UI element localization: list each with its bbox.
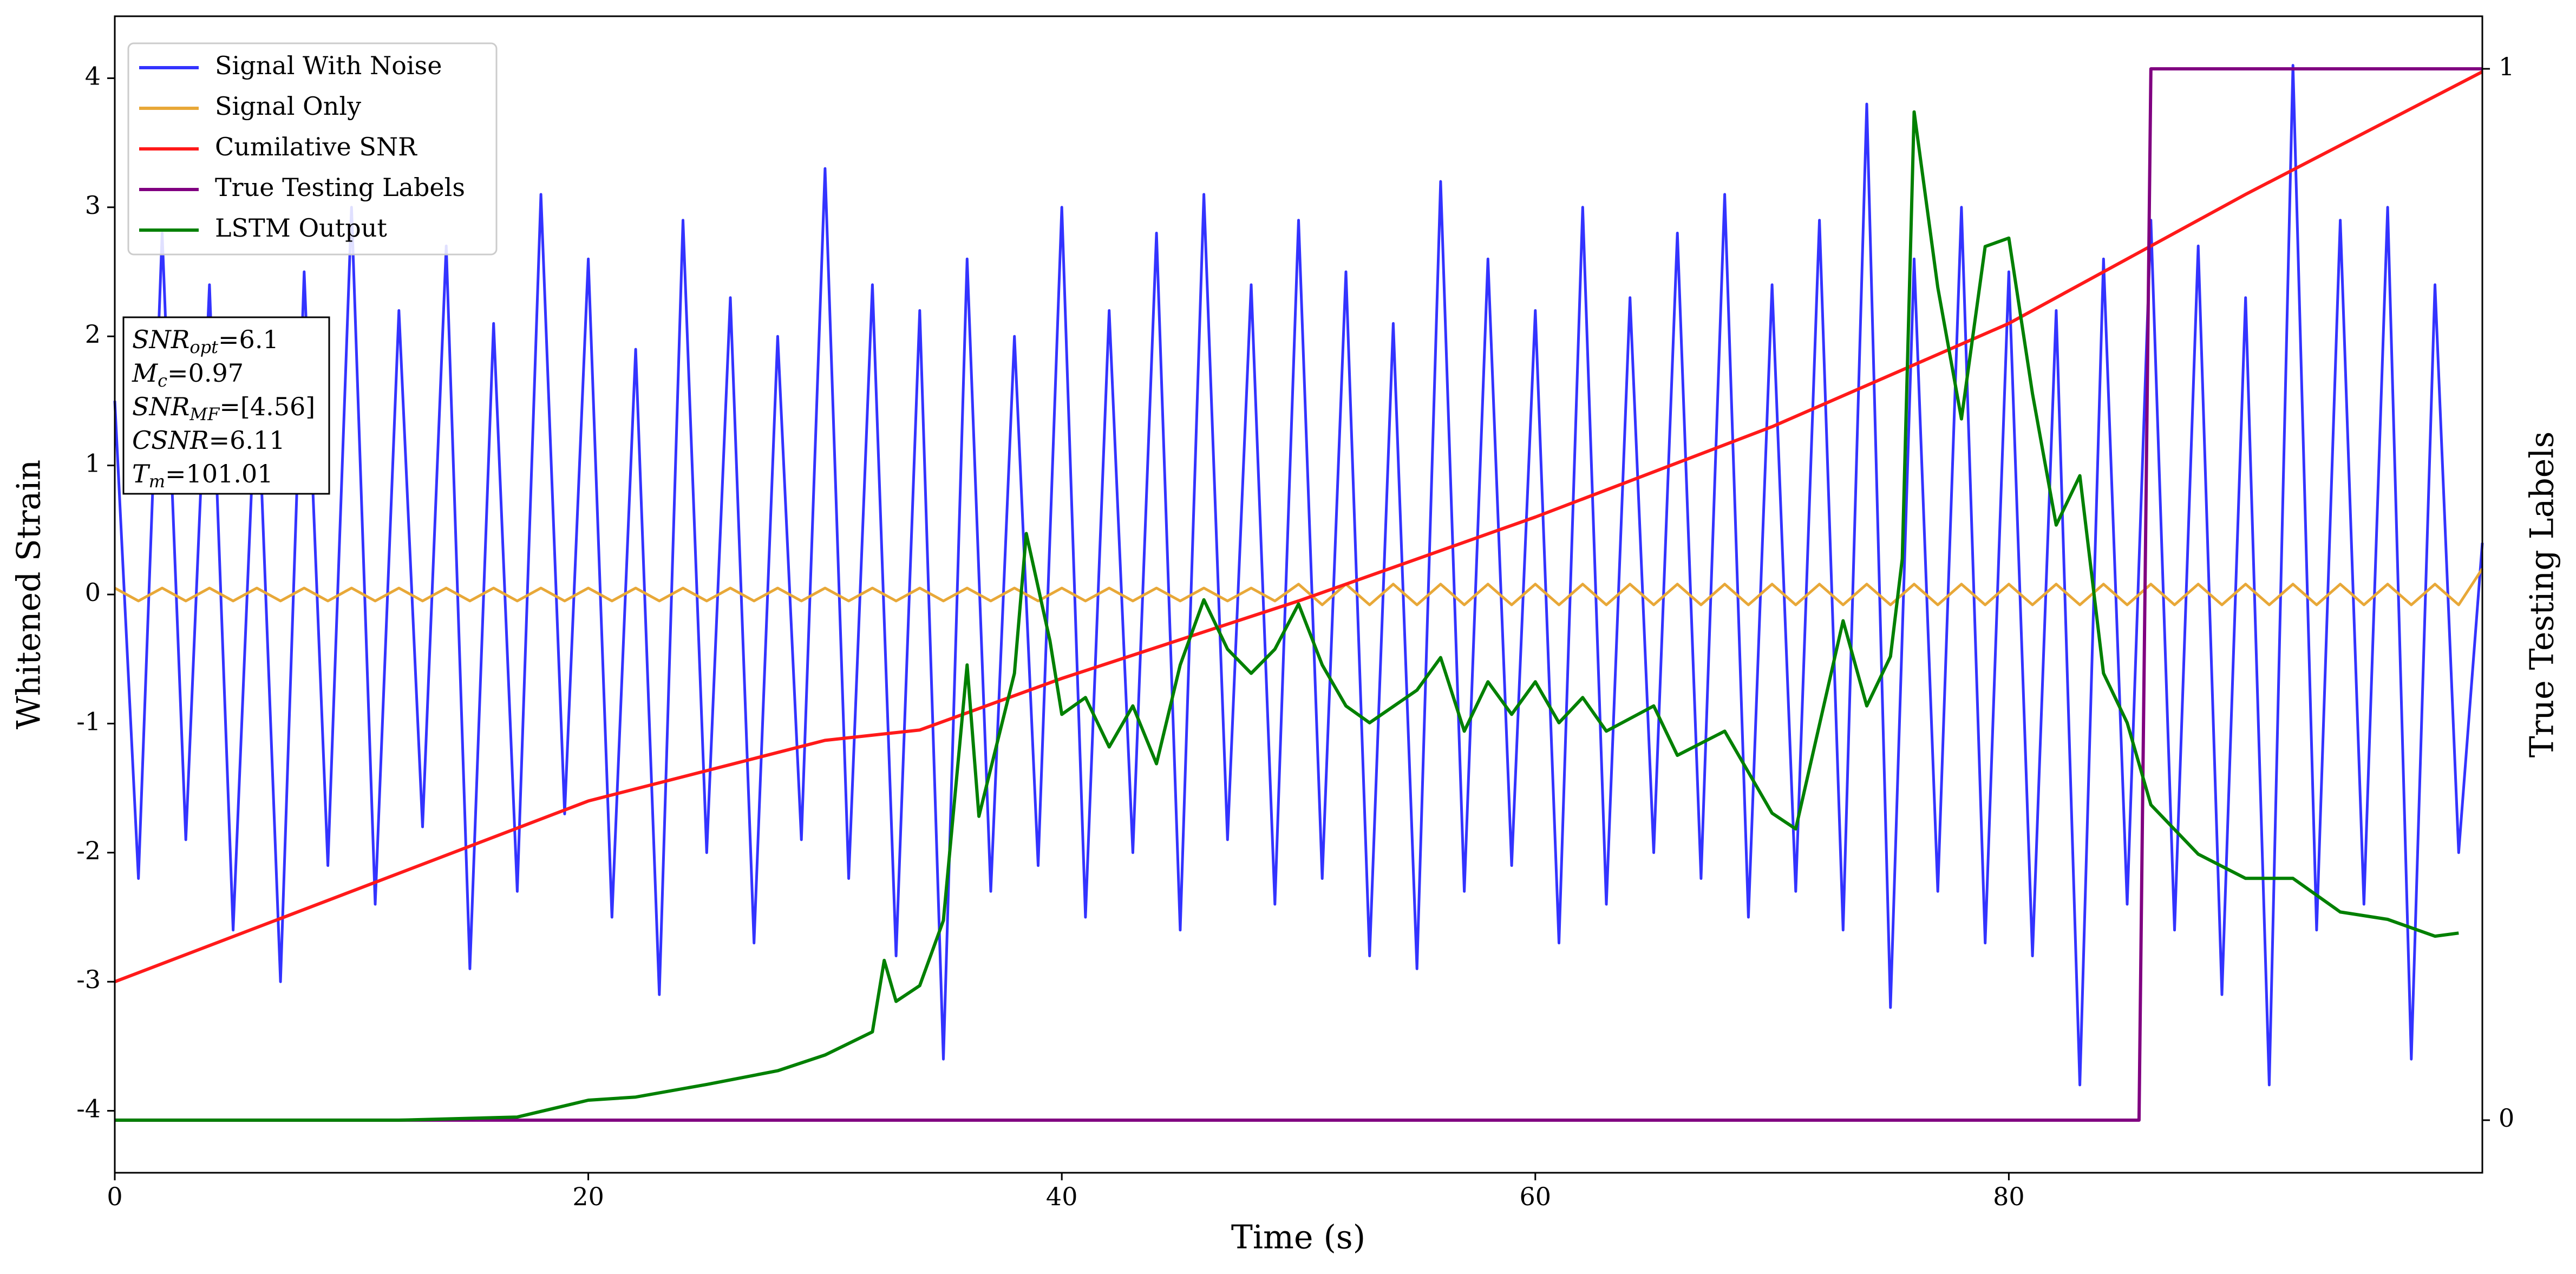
- y-tick-label: -2: [76, 836, 101, 865]
- annotation-subscript: opt: [189, 337, 218, 357]
- annotation-symbol: T: [132, 459, 151, 488]
- x-tick-label: 0: [107, 1182, 122, 1211]
- annotation-value: =101.01: [165, 459, 273, 488]
- y-tick-label: -3: [76, 965, 101, 994]
- series-line: [115, 67, 2482, 1122]
- y-tick-label: 1: [85, 449, 101, 478]
- y-tick-label: -4: [76, 1094, 101, 1123]
- y2-tick-label: 1: [2499, 52, 2514, 81]
- y2-tick-label: 0: [2499, 1103, 2514, 1133]
- x-tick-label: 40: [1046, 1182, 1078, 1211]
- legend-label: Cumilative SNR: [215, 132, 417, 161]
- annotation-box: [122, 316, 330, 495]
- annotation-symbol: SNR: [132, 392, 189, 421]
- annotation-symbol: M: [132, 358, 159, 388]
- series-line: [113, 64, 2484, 1087]
- annotation-line: SNRMF=[4.56]: [132, 392, 315, 424]
- series-line: [115, 110, 2459, 1122]
- y-tick-label: 2: [85, 319, 101, 349]
- annotation-value: =6.1: [218, 325, 279, 354]
- annotation-line: Mc=0.97: [132, 358, 244, 391]
- legend-label: Signal Only: [215, 92, 361, 121]
- legend-label: True Testing Labels: [215, 173, 465, 202]
- x-tick-label: 60: [1520, 1182, 1552, 1211]
- annotation-subscript: c: [158, 370, 167, 391]
- annotation-symbol: SNR: [132, 325, 189, 354]
- y-axis-title: Whitened Strain: [10, 460, 48, 729]
- y-tick-label: 4: [85, 61, 101, 90]
- annotation-subscript: MF: [189, 404, 220, 424]
- series-line: [114, 70, 2483, 984]
- x-tick-label: 80: [1993, 1182, 2025, 1211]
- annotation-subscript: m: [149, 471, 165, 492]
- y-tick-label: 3: [85, 191, 101, 220]
- annotation-value: =6.11: [209, 426, 285, 455]
- annotation-line: CSNR=6.11: [132, 426, 285, 455]
- annotation-value: =0.97: [167, 358, 244, 388]
- annotation-line: Tm=101.01: [132, 459, 273, 492]
- y-tick-label: -1: [76, 707, 101, 736]
- y-tick-label: 0: [85, 578, 101, 607]
- x-tick-label: 20: [572, 1182, 604, 1211]
- x-axis-title: Time (s): [1231, 1219, 1365, 1257]
- legend-label: Signal With Noise: [215, 51, 442, 80]
- legend-box: [127, 42, 498, 256]
- series-line: [114, 567, 2484, 606]
- legend-label: LSTM Output: [215, 213, 387, 243]
- annotation-line: SNRopt=6.1: [132, 325, 279, 357]
- annotation-value: =[4.56]: [219, 392, 315, 421]
- annotation-symbol: CSNR: [132, 426, 209, 455]
- y2-axis-title: True Testing Labels: [2523, 432, 2561, 758]
